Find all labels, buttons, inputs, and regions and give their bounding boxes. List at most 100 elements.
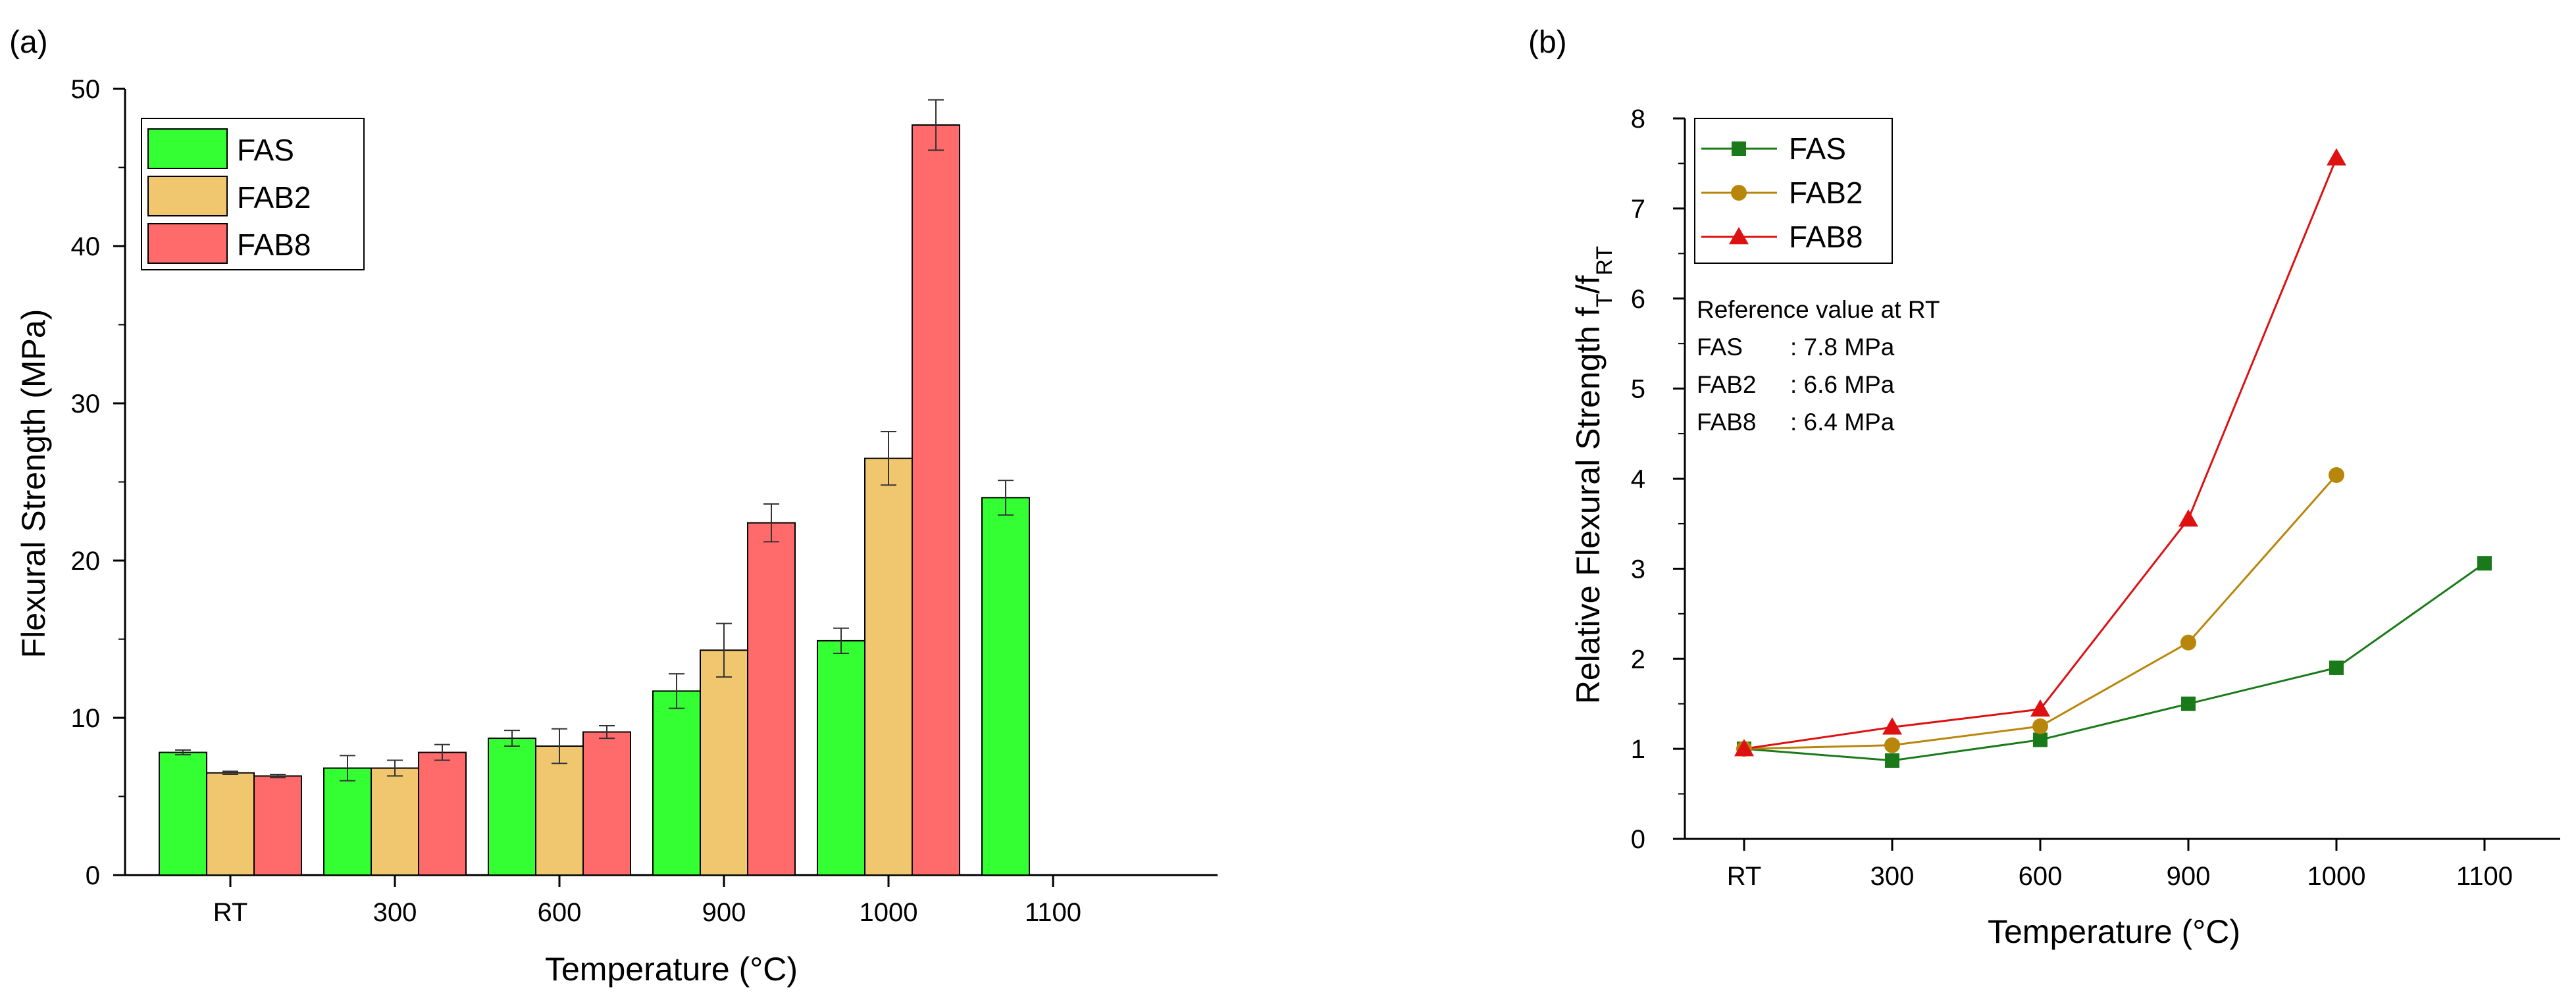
annotation-label-fas: FAS xyxy=(1697,334,1743,361)
line-y-tick-label: 0 xyxy=(1631,825,1645,854)
bar-legend: FAS FAB2 FAB8 xyxy=(141,118,365,270)
bar-chart-panel: (a) 0 10 20 30 40 50 RT 300 600 900 1000… xyxy=(9,25,1218,988)
point-fab8-1000 xyxy=(2327,148,2346,166)
bar-fas-rt xyxy=(159,751,207,876)
bar-fab2-900 xyxy=(700,649,748,876)
bar-y-tick-label: 10 xyxy=(71,704,101,733)
line-legend-label-fab2: FAB2 xyxy=(1789,176,1863,210)
bar-fas-900 xyxy=(652,690,701,876)
bar-fab2-1000 xyxy=(864,457,913,876)
point-fab8-600 xyxy=(2030,699,2050,717)
bar-y-axis-title: Flexural Strength (MPa) xyxy=(15,309,52,659)
bar-fab8-600 xyxy=(582,731,631,876)
error-bar-fab8-900 xyxy=(763,503,779,543)
line-x-tick-label: 1000 xyxy=(2307,862,2366,891)
point-fas-600 xyxy=(2033,732,2048,747)
error-bar-fab8-1000 xyxy=(928,99,944,151)
annotation-title: Reference value at RT xyxy=(1697,296,1940,323)
legend-label-fas: FAS xyxy=(237,133,294,167)
line-x-tick-label: RT xyxy=(1727,862,1762,891)
annotation-value-fab8: : 6.4 MPa xyxy=(1790,409,1895,436)
line-y-axis-title-main: Relative Flexural Strength f xyxy=(1570,307,1607,704)
line-legend-label-fas: FAS xyxy=(1789,132,1846,166)
bar-fas-1100 xyxy=(981,497,1030,876)
bar-x-tick-label: 900 xyxy=(702,898,746,927)
line-y-axis-title-mid: /f xyxy=(1570,275,1607,293)
line-x-tick-label: 1100 xyxy=(2456,862,2513,891)
bar-x-axis-title: Temperature (°C) xyxy=(545,951,798,988)
error-bar-fab2-300 xyxy=(387,759,403,777)
bar-x-tick-label: 600 xyxy=(538,898,582,927)
line-y-tick-label: 1 xyxy=(1631,735,1645,764)
line-y-axis-title: Relative Flexural Strength fT/fRT xyxy=(1570,246,1617,704)
annotation-label-fab8: FAB8 xyxy=(1697,409,1757,436)
line-y-tick-label: 4 xyxy=(1631,465,1645,494)
bar-x-tick-label: 300 xyxy=(373,898,417,927)
annotation-label-fab2: FAB2 xyxy=(1697,371,1757,398)
point-fas-300 xyxy=(1885,753,1899,768)
bar-y-tick-label: 20 xyxy=(71,547,101,576)
point-fab2-600 xyxy=(2032,718,2048,734)
legend-swatch-fab8 xyxy=(147,223,228,264)
bar-fab8-900 xyxy=(747,522,796,876)
line-y-tick-label: 7 xyxy=(1631,195,1645,224)
reference-annotation: Reference value at RT FAS : 7.8 MPa FAB2… xyxy=(1697,296,1940,436)
error-bar-fas-300 xyxy=(340,755,355,782)
bar-x-tick-label: 1100 xyxy=(1025,898,1081,927)
line-markers xyxy=(1734,148,2492,768)
bar-fab2-600 xyxy=(535,745,584,876)
bar-fab8-1000 xyxy=(912,124,960,876)
bar-error-bars xyxy=(175,99,1014,782)
error-bar-fab8-300 xyxy=(434,743,450,761)
point-fas-1100 xyxy=(2477,556,2492,571)
point-fab8-300 xyxy=(1882,717,1902,735)
bar-y-tick-label: 30 xyxy=(71,390,101,418)
bar-y-tick-label: 50 xyxy=(71,75,101,104)
error-bar-fab2-1000 xyxy=(881,431,896,486)
legend-markers xyxy=(1729,141,1749,245)
error-bar-fas-600 xyxy=(504,730,520,747)
error-bar-fab2-900 xyxy=(716,622,732,678)
panel-a-label: (a) xyxy=(9,25,48,60)
error-bar-fas-1100 xyxy=(998,480,1014,516)
legend-label-fab2: FAB2 xyxy=(237,180,311,214)
error-bar-fab2-600 xyxy=(552,728,567,765)
legend-label-fab8: FAB8 xyxy=(237,228,311,262)
bar-axis-ticks xyxy=(113,88,1054,887)
error-bar-fas-1000 xyxy=(833,627,849,655)
point-fas-900 xyxy=(2181,696,2196,711)
error-bar-fab8-600 xyxy=(599,724,615,740)
bar-y-tick-label: 0 xyxy=(86,861,100,890)
legend-marker-fas xyxy=(1732,141,1746,156)
bar-fas-300 xyxy=(323,767,372,876)
line-legend-label-fab8: FAB8 xyxy=(1789,220,1863,254)
line-x-tick-label: 900 xyxy=(2167,862,2211,891)
legend-swatch-fas xyxy=(147,128,228,169)
line-y-tick-label: 6 xyxy=(1631,285,1645,314)
line-y-tick-label: 2 xyxy=(1631,645,1645,674)
line-x-axis-title: Temperature (°C) xyxy=(1988,913,2240,950)
bar-marks xyxy=(159,124,1030,876)
line-y-axis-title-sub-t: T xyxy=(1592,293,1617,307)
point-fab2-900 xyxy=(2180,634,2196,651)
legend-swatch-fab2 xyxy=(147,176,228,216)
bar-fas-600 xyxy=(488,738,536,876)
legend-marker-fab2 xyxy=(1731,185,1747,201)
line-y-axis-title-sub-rt: RT xyxy=(1592,246,1617,276)
line-axis-ticks xyxy=(1673,117,2486,851)
bar-fab2-300 xyxy=(371,767,419,876)
bar-y-tick-label: 40 xyxy=(71,232,101,261)
error-bar-fas-900 xyxy=(669,673,684,709)
point-fab8-rt xyxy=(1734,739,1754,757)
error-bar-fas-rt xyxy=(175,749,191,756)
annotation-value-fas: : 7.8 MPa xyxy=(1790,334,1895,361)
point-fas-1000 xyxy=(2329,660,2344,675)
panel-b-label: (b) xyxy=(1528,25,1567,60)
bar-fab2-rt xyxy=(206,772,255,876)
line-legend-box xyxy=(1694,118,1893,264)
line-y-tick-label: 5 xyxy=(1631,375,1645,404)
line-y-tick-label: 8 xyxy=(1631,105,1645,134)
line-y-tick-label: 3 xyxy=(1631,555,1645,584)
